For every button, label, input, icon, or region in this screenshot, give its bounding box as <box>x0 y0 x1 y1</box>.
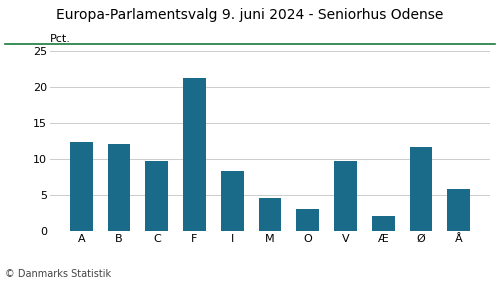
Text: Pct.: Pct. <box>50 34 71 43</box>
Bar <box>108 144 130 231</box>
Text: Europa-Parlamentsvalg 9. juni 2024 - Seniorhus Odense: Europa-Parlamentsvalg 9. juni 2024 - Sen… <box>56 8 444 23</box>
Bar <box>146 161 168 231</box>
Bar <box>372 216 394 231</box>
Bar <box>183 78 206 231</box>
Bar <box>410 147 432 231</box>
Bar <box>70 142 92 231</box>
Bar <box>334 161 357 231</box>
Bar <box>448 189 470 231</box>
Text: © Danmarks Statistik: © Danmarks Statistik <box>5 269 111 279</box>
Bar <box>221 171 244 231</box>
Bar <box>296 209 319 231</box>
Bar <box>258 198 281 231</box>
